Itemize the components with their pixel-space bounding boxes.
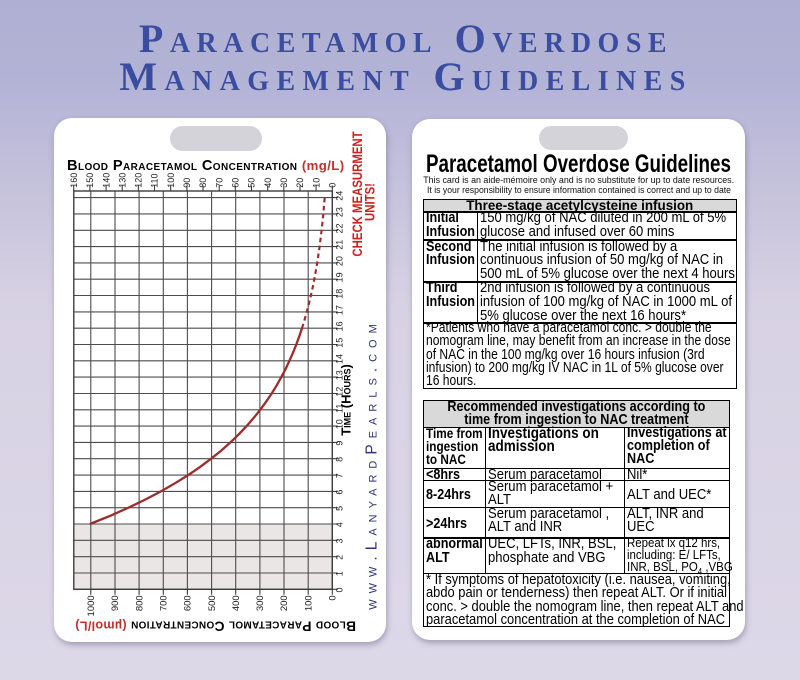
svg-text:40: 40	[263, 178, 273, 188]
svg-text:7: 7	[335, 473, 345, 478]
svg-text:19: 19	[335, 272, 345, 282]
svg-text:500: 500	[207, 595, 218, 611]
svg-text:16: 16	[335, 321, 345, 331]
svg-text:www.LanyardPearls.com: www.LanyardPearls.com	[364, 318, 381, 609]
svg-text:140: 140	[101, 173, 111, 188]
svg-text:60: 60	[231, 178, 241, 188]
svg-text:800: 800	[134, 595, 145, 611]
svg-text:6: 6	[335, 490, 345, 495]
svg-text:130: 130	[117, 173, 127, 188]
svg-text:120: 120	[134, 173, 144, 188]
svg-text:13: 13	[335, 370, 345, 380]
svg-text:0: 0	[335, 587, 345, 592]
svg-text:8: 8	[335, 457, 345, 462]
svg-text:70: 70	[214, 178, 224, 188]
svg-text:1000: 1000	[86, 595, 97, 616]
svg-text:400: 400	[231, 595, 242, 611]
svg-text:900: 900	[110, 595, 121, 611]
svg-text:17: 17	[335, 305, 345, 315]
svg-text:23: 23	[335, 207, 345, 217]
svg-text:22: 22	[335, 223, 345, 233]
svg-text:4: 4	[335, 522, 345, 527]
svg-text:Blood Paracetamol Concentratio: Blood Paracetamol Concentration (µmol/L)	[75, 619, 356, 634]
svg-text:10: 10	[311, 178, 321, 188]
svg-text:110: 110	[150, 173, 160, 187]
svg-text:0: 0	[328, 183, 338, 188]
svg-text:100: 100	[166, 173, 176, 188]
svg-text:9: 9	[335, 441, 345, 446]
svg-text:12: 12	[335, 387, 345, 397]
svg-text:21: 21	[335, 240, 345, 250]
svg-text:18: 18	[335, 289, 345, 299]
svg-text:50: 50	[247, 178, 257, 188]
svg-text:CHECK MEASURMENT: CHECK MEASURMENT	[350, 131, 365, 257]
svg-text:100: 100	[303, 595, 314, 611]
svg-text:700: 700	[159, 595, 170, 611]
svg-text:1: 1	[335, 571, 345, 576]
svg-text:24: 24	[335, 191, 345, 201]
svg-text:Blood Paracetamol Concentratio: Blood Paracetamol Concentration (mg/L)	[67, 158, 345, 174]
svg-text:Time (Hours): Time (Hours)	[339, 364, 354, 436]
svg-text:160: 160	[69, 173, 79, 188]
svg-text:300: 300	[255, 595, 266, 611]
svg-text:150: 150	[85, 173, 95, 188]
svg-text:20: 20	[335, 256, 345, 266]
svg-text:2: 2	[335, 555, 345, 560]
svg-text:80: 80	[198, 178, 208, 188]
svg-text:200: 200	[279, 595, 290, 611]
svg-text:20: 20	[295, 178, 305, 188]
svg-text:30: 30	[279, 178, 289, 188]
svg-text:600: 600	[183, 595, 194, 611]
svg-text:11: 11	[335, 404, 345, 413]
svg-text:10: 10	[335, 419, 345, 429]
svg-text:90: 90	[182, 178, 192, 188]
svg-text:14: 14	[335, 354, 345, 364]
svg-text:0: 0	[328, 595, 339, 600]
svg-text:15: 15	[335, 338, 345, 348]
svg-text:UNITS!: UNITS!	[363, 183, 378, 221]
svg-text:3: 3	[335, 538, 345, 543]
svg-text:5: 5	[335, 506, 345, 511]
